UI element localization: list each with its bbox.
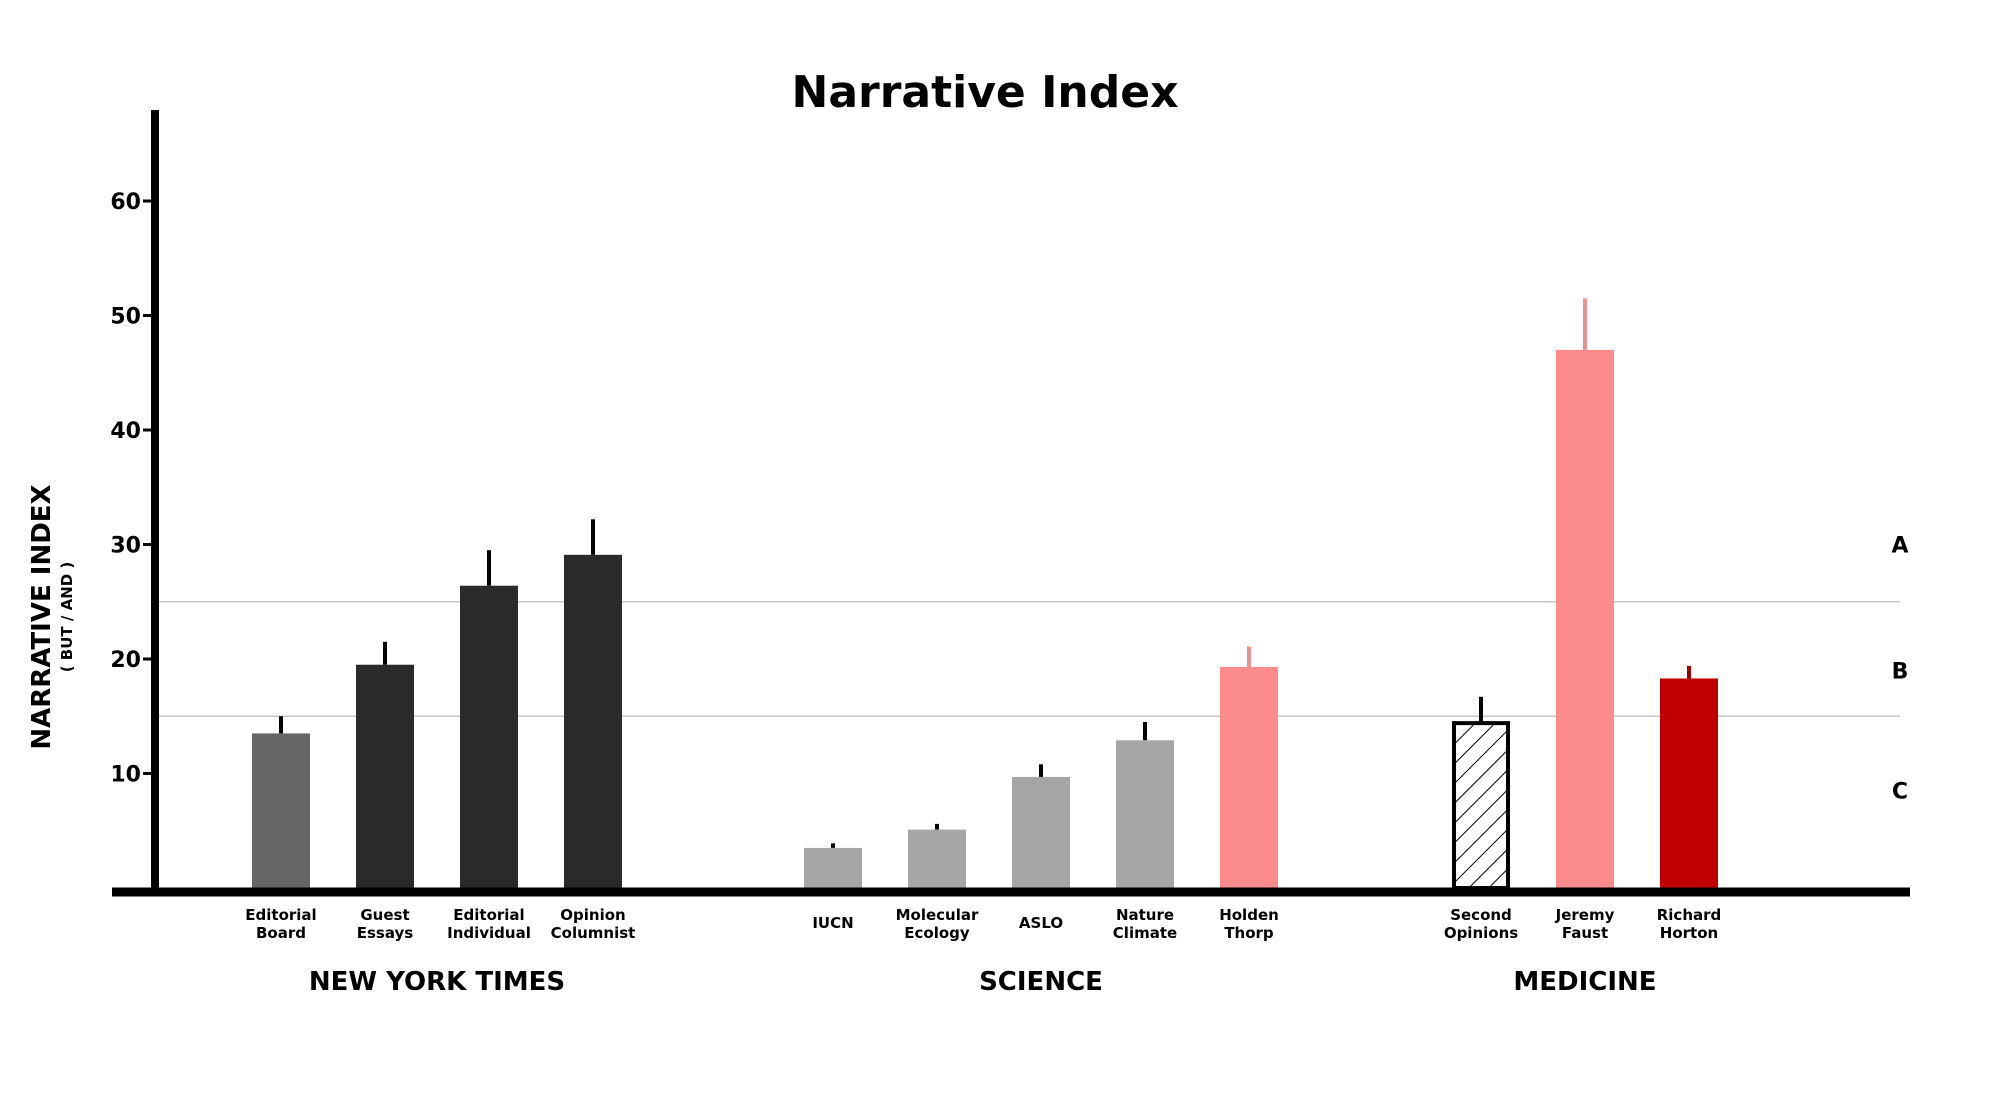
category-label: Jeremy xyxy=(1555,906,1615,924)
category-label: ASLO xyxy=(1019,914,1063,932)
bar xyxy=(1556,349,1614,889)
plot-area: 102030405060EditorialBoardGuestEssaysEdi… xyxy=(110,110,1910,997)
category-label: Columnist xyxy=(551,924,636,942)
bar xyxy=(252,733,310,888)
y-axis-label: NARRATIVE INDEX xyxy=(27,484,57,749)
y-tick-label: 50 xyxy=(110,305,141,330)
category-label: Opinion xyxy=(560,906,625,924)
category-label: Molecular xyxy=(896,906,979,924)
category-label: Board xyxy=(256,924,306,942)
category-label: Opinions xyxy=(1444,924,1518,942)
category-label: Climate xyxy=(1113,924,1177,942)
chart-title: Narrative Index xyxy=(792,67,1179,118)
y-tick-label: 30 xyxy=(110,534,141,559)
bar xyxy=(804,847,862,888)
category-label: Holden xyxy=(1219,906,1279,924)
bar xyxy=(1660,678,1718,888)
bar xyxy=(1012,776,1070,888)
category-label: Ecology xyxy=(904,924,970,942)
category-label: Faust xyxy=(1562,924,1608,942)
y-tick-label: 20 xyxy=(110,648,141,673)
y-tick-label: 60 xyxy=(110,190,141,215)
bar xyxy=(1452,721,1510,890)
y-axis-sublabel: ( BUT / AND ) xyxy=(58,562,76,673)
category-label: Guest xyxy=(360,906,409,924)
band-label: A xyxy=(1891,534,1908,559)
bar xyxy=(356,664,414,888)
bar xyxy=(1116,740,1174,888)
y-axis-label-group: NARRATIVE INDEX ( BUT / AND ) xyxy=(27,484,76,749)
category-label: IUCN xyxy=(812,914,853,932)
category-label: Editorial xyxy=(453,906,524,924)
group-label: MEDICINE xyxy=(1513,967,1656,997)
bar xyxy=(460,585,518,888)
y-tick-label: 40 xyxy=(110,419,141,444)
category-label: Editorial xyxy=(245,906,316,924)
band-label: C xyxy=(1892,780,1908,805)
category-label: Richard xyxy=(1657,906,1722,924)
category-label: Nature xyxy=(1116,906,1174,924)
category-label: Second xyxy=(1450,906,1512,924)
group-label: NEW YORK TIMES xyxy=(309,967,565,997)
category-label: Essays xyxy=(357,924,414,942)
category-label: Individual xyxy=(447,924,531,942)
bar-group-0: EditorialBoardGuestEssaysEditorialIndivi… xyxy=(245,519,635,997)
category-label: Thorp xyxy=(1224,924,1274,942)
bar xyxy=(564,554,622,888)
band-label: B xyxy=(1892,659,1909,684)
group-label: SCIENCE xyxy=(979,967,1103,997)
y-tick-label: 10 xyxy=(110,763,141,788)
bar xyxy=(1220,667,1278,888)
bar xyxy=(908,829,966,888)
category-label: Horton xyxy=(1660,924,1718,942)
